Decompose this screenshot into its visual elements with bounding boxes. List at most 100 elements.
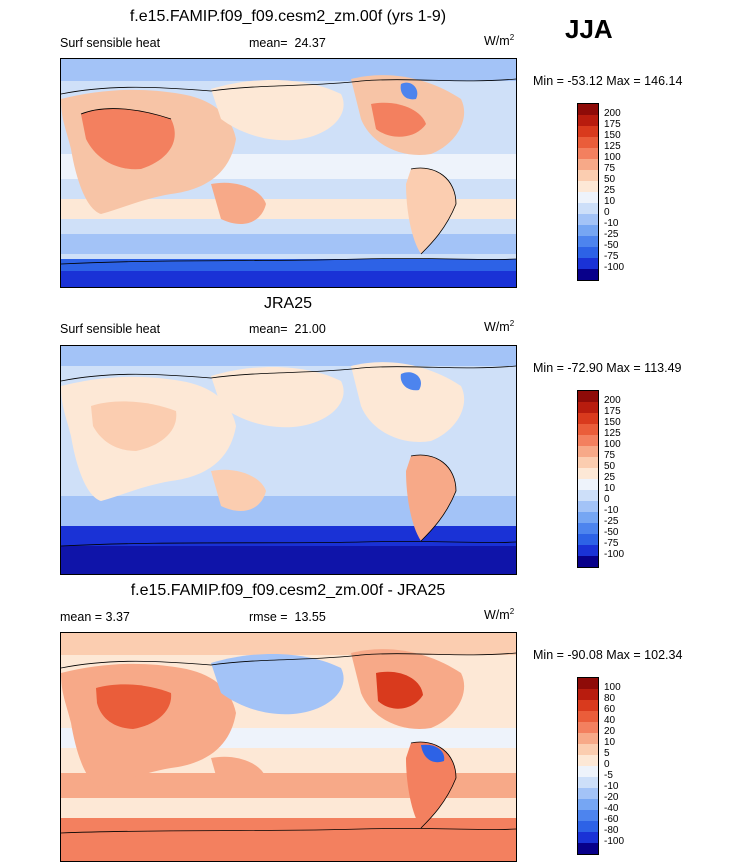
colorbar-segment xyxy=(578,501,598,512)
colorbar-segment xyxy=(578,810,598,821)
panel-1-variable-label: Surf sensible heat xyxy=(60,36,161,50)
panel-1-map xyxy=(60,58,517,288)
panel-1-map-svg xyxy=(61,59,516,287)
colorbar-tick-label: -100 xyxy=(604,549,625,560)
colorbar-tick-label: 10 xyxy=(604,737,616,748)
colorbar-segment xyxy=(578,777,598,788)
colorbar-tick-label: -20 xyxy=(604,792,619,803)
colorbar-segment xyxy=(578,821,598,832)
colorbar-tick-label: -80 xyxy=(604,825,619,836)
colorbar-tick-label: -50 xyxy=(604,240,619,251)
colorbar-tick-label: 0 xyxy=(604,207,610,218)
colorbar-tick-label: -60 xyxy=(604,814,619,825)
panel-3-rmse-stat: rmse = 13.55 xyxy=(249,610,326,624)
panel-2-title: JRA25 xyxy=(263,295,313,312)
colorbar-segment xyxy=(578,203,598,214)
panel-2-map xyxy=(60,345,517,575)
colorbar-segment xyxy=(578,733,598,744)
colorbar-tick-label: -25 xyxy=(604,229,619,240)
colorbar-segment xyxy=(578,545,598,556)
panel-2-variable-label: Surf sensible heat xyxy=(60,322,161,336)
panel-2-map-svg xyxy=(61,346,516,574)
colorbar-segment xyxy=(578,534,598,545)
colorbar-segment xyxy=(578,137,598,148)
colorbar-tick-label: -5 xyxy=(604,770,613,781)
colorbar-segment xyxy=(578,181,598,192)
panel-2-units: W/m2 xyxy=(484,319,515,335)
colorbar-tick-label: -75 xyxy=(604,538,619,549)
colorbar-segment xyxy=(578,678,598,689)
colorbar-tick-label: 10 xyxy=(604,196,616,207)
colorbar-tick-label: -50 xyxy=(604,527,619,538)
colorbar-segment xyxy=(578,468,598,479)
panel-3-colorbar xyxy=(577,677,599,855)
colorbar-tick-label: -10 xyxy=(604,218,619,229)
colorbar-segment xyxy=(578,755,598,766)
colorbar-segment xyxy=(578,269,598,280)
panel-1-minmax: Min = -53.12 Max = 146.14 xyxy=(533,74,683,88)
colorbar-tick-label: 100 xyxy=(604,682,621,693)
panel-1-colorbar xyxy=(577,103,599,281)
colorbar-segment xyxy=(578,843,598,854)
colorbar-segment xyxy=(578,446,598,457)
colorbar-tick-label: 175 xyxy=(604,406,621,417)
panel-3-rmse-label: rmse = xyxy=(249,610,288,624)
colorbar-segment xyxy=(578,148,598,159)
colorbar-tick-label: 75 xyxy=(604,450,616,461)
colorbar-segment xyxy=(578,490,598,501)
panel-1-mean-stat: mean= 24.37 xyxy=(249,36,326,50)
colorbar-segment xyxy=(578,766,598,777)
colorbar-tick-label: -25 xyxy=(604,516,619,527)
colorbar-segment xyxy=(578,236,598,247)
colorbar-tick-label: -100 xyxy=(604,836,625,847)
colorbar-tick-label: -75 xyxy=(604,251,619,262)
colorbar-segment xyxy=(578,170,598,181)
colorbar-tick-label: 80 xyxy=(604,693,616,704)
colorbar-segment xyxy=(578,711,598,722)
colorbar-tick-label: 10 xyxy=(604,483,616,494)
colorbar-tick-label: -100 xyxy=(604,262,625,273)
colorbar-tick-label: 25 xyxy=(604,472,616,483)
colorbar-segment xyxy=(578,258,598,269)
colorbar-segment xyxy=(578,435,598,446)
panel-3-minmax: Min = -90.08 Max = 102.34 xyxy=(533,648,683,662)
panel-2-mean-label: mean= xyxy=(249,322,288,336)
panel-3-map xyxy=(60,632,517,862)
panel-3-map-svg xyxy=(61,633,516,861)
colorbar-tick-label: 200 xyxy=(604,395,621,406)
panel-3-mean-label: mean = 3.37 xyxy=(60,610,130,624)
colorbar-tick-label: -10 xyxy=(604,505,619,516)
colorbar-tick-label: 5 xyxy=(604,748,610,759)
colorbar-segment xyxy=(578,247,598,258)
colorbar-tick-label: 175 xyxy=(604,119,621,130)
panel-3-title: f.e15.FAMIP.f09_f09.cesm2_zm.00f - JRA25 xyxy=(130,582,446,599)
colorbar-segment xyxy=(578,700,598,711)
colorbar-tick-label: 0 xyxy=(604,759,610,770)
panel-2-mean-stat: mean= 21.00 xyxy=(249,322,326,336)
colorbar-segment xyxy=(578,225,598,236)
colorbar-tick-label: 40 xyxy=(604,715,616,726)
colorbar-tick-label: 50 xyxy=(604,174,616,185)
colorbar-segment xyxy=(578,391,598,402)
colorbar-tick-label: 100 xyxy=(604,439,621,450)
colorbar-segment xyxy=(578,214,598,225)
colorbar-segment xyxy=(578,523,598,534)
colorbar-tick-label: 150 xyxy=(604,417,621,428)
colorbar-segment xyxy=(578,722,598,733)
colorbar-segment xyxy=(578,744,598,755)
colorbar-segment xyxy=(578,413,598,424)
colorbar-tick-label: 125 xyxy=(604,428,621,439)
colorbar-segment xyxy=(578,424,598,435)
colorbar-tick-label: 125 xyxy=(604,141,621,152)
colorbar-segment xyxy=(578,799,598,810)
panel-2-colorbar xyxy=(577,390,599,568)
colorbar-segment xyxy=(578,457,598,468)
colorbar-segment xyxy=(578,192,598,203)
colorbar-segment xyxy=(578,159,598,170)
colorbar-tick-label: 150 xyxy=(604,130,621,141)
panel-1-units: W/m2 xyxy=(484,33,515,49)
colorbar-tick-label: 60 xyxy=(604,704,616,715)
colorbar-tick-label: 200 xyxy=(604,108,621,119)
colorbar-segment xyxy=(578,556,598,567)
colorbar-tick-label: -40 xyxy=(604,803,619,814)
